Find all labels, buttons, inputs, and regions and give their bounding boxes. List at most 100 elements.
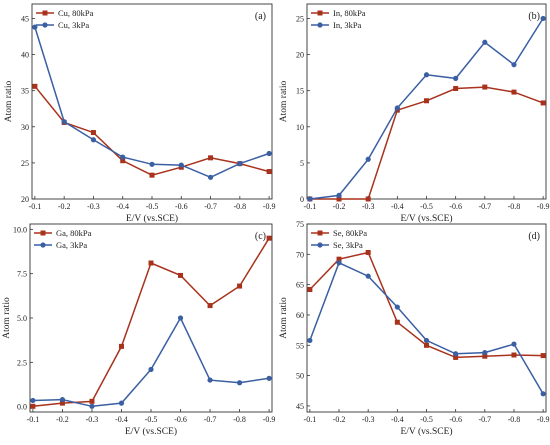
y-tick-label: 75 xyxy=(296,220,304,229)
legend-marker-circle xyxy=(317,22,323,28)
legend-label: Ga, 80kPa xyxy=(56,228,92,238)
x-axis-title: E/V (vs.SCE) xyxy=(400,213,452,224)
data-point-circle xyxy=(394,304,400,310)
data-point-circle xyxy=(149,161,155,167)
y-tick-label: 35 xyxy=(21,87,29,96)
x-tick-label: -0.7 xyxy=(478,202,491,211)
x-tick-label: -0.1 xyxy=(27,415,40,424)
data-point-circle xyxy=(423,72,430,78)
x-tick-label: -0.4 xyxy=(115,415,128,424)
x-tick-label: -0.1 xyxy=(29,202,42,211)
x-tick-label: -0.7 xyxy=(478,415,491,424)
legend-label: Se, 80kPa xyxy=(333,228,367,238)
legend-label: Cu, 80kPa xyxy=(58,8,94,18)
data-point-square xyxy=(207,303,213,309)
data-point-circle xyxy=(32,24,38,30)
data-point-square xyxy=(208,155,214,161)
data-point-circle xyxy=(237,161,243,167)
data-point-square xyxy=(511,89,517,95)
data-point-square xyxy=(178,272,184,278)
data-point-circle xyxy=(482,39,488,45)
data-point-circle xyxy=(118,400,125,406)
legend-label: In, 3kPa xyxy=(333,20,362,30)
data-point-square xyxy=(424,342,429,348)
plot-frame xyxy=(306,223,547,413)
x-tick-label: -0.4 xyxy=(116,202,129,211)
data-point-circle xyxy=(307,196,313,202)
data-point-square xyxy=(365,250,371,256)
x-tick-label: -0.6 xyxy=(449,202,462,211)
data-point-square xyxy=(307,286,313,292)
data-point-square xyxy=(266,235,272,241)
data-point-square xyxy=(336,196,342,202)
data-point-square xyxy=(540,353,546,359)
x-tick-label: -0.8 xyxy=(508,415,521,424)
y-tick-label: 65 xyxy=(296,281,304,290)
x-tick-label: -0.8 xyxy=(508,202,521,211)
data-point-circle xyxy=(148,366,154,373)
series-line-2 xyxy=(309,18,544,200)
data-point-circle xyxy=(177,315,184,321)
y-tick-label: 5.0 xyxy=(17,314,27,323)
y-tick-label: 10.0 xyxy=(13,225,27,234)
x-tick-label: -0.7 xyxy=(204,415,217,424)
y-tick-label: 20 xyxy=(296,51,304,60)
x-tick-label: -0.5 xyxy=(420,202,433,211)
plot-frame xyxy=(31,3,273,200)
y-tick-label: 45 xyxy=(21,14,29,23)
x-tick-label: -0.6 xyxy=(174,415,187,424)
series-line-2 xyxy=(34,26,270,179)
x-tick-label: -0.8 xyxy=(234,202,247,211)
chart-panel-1: -0.1 -0.2 -0.3 -0.4 -0.5 -0.6 -0.7 -0.8 -0.9 20 25… xyxy=(4,3,275,224)
series-line-1 xyxy=(309,86,544,200)
x-axis-title: E/V (vs.SCE) xyxy=(400,426,452,437)
x-tick-label: -0.7 xyxy=(204,202,217,211)
data-point-circle xyxy=(30,397,36,404)
x-tick-label: -0.3 xyxy=(86,415,99,424)
data-point-circle xyxy=(266,375,272,381)
y-tick-label: 55 xyxy=(296,341,304,350)
x-tick-label: -0.9 xyxy=(537,415,550,424)
data-point-square xyxy=(149,172,155,178)
y-tick-label: 25 xyxy=(296,14,304,23)
legend-marker-circle xyxy=(42,22,48,28)
data-point-square xyxy=(394,319,400,325)
x-tick-label: -0.5 xyxy=(146,202,159,211)
panel-label: (c) xyxy=(255,231,266,242)
data-point-circle xyxy=(540,15,546,22)
panel-label: (a) xyxy=(255,11,266,22)
x-tick-label: -0.5 xyxy=(145,415,158,424)
y-axis-title: Atom ratio xyxy=(2,297,12,339)
y-tick-label: 50 xyxy=(296,372,304,381)
data-point-circle xyxy=(365,273,371,279)
chart-panel-3: -0.1 -0.2 -0.3 -0.4 -0.5 -0.6 -0.7 -0.8 -0.9 0.0 2… xyxy=(2,223,275,437)
x-tick-label: -0.2 xyxy=(333,202,346,211)
data-point-square xyxy=(266,169,272,175)
y-axis-title: Atom ratio xyxy=(279,297,289,339)
y-tick-label: 0.0 xyxy=(17,403,27,412)
data-point-square xyxy=(453,86,459,91)
panel-label: (b) xyxy=(528,11,540,22)
legend-label: Se, 3kPa xyxy=(333,240,363,250)
data-point-square xyxy=(424,98,429,104)
data-point-circle xyxy=(59,396,66,403)
chart-panel-2: -0.1 -0.2 -0.3 -0.4 -0.5 -0.6 -0.7 -0.8 -0.9 0 5 10… xyxy=(279,3,549,224)
data-point-circle xyxy=(423,337,430,344)
data-point-square xyxy=(453,354,459,360)
data-point-circle xyxy=(336,192,342,198)
y-tick-label: 20 xyxy=(21,195,29,204)
panel-label: (d) xyxy=(528,231,540,242)
data-point-circle xyxy=(178,162,184,168)
data-point-circle xyxy=(120,154,126,160)
data-point-square xyxy=(237,283,243,289)
x-tick-label: -0.2 xyxy=(56,415,69,424)
data-point-square xyxy=(365,196,371,202)
data-point-square xyxy=(482,84,488,90)
x-tick-label: -0.1 xyxy=(304,202,317,211)
data-point-square xyxy=(118,343,124,349)
series-line-2 xyxy=(32,316,270,408)
data-point-circle xyxy=(89,403,95,409)
data-point-circle xyxy=(365,156,371,162)
data-point-circle xyxy=(61,119,67,125)
